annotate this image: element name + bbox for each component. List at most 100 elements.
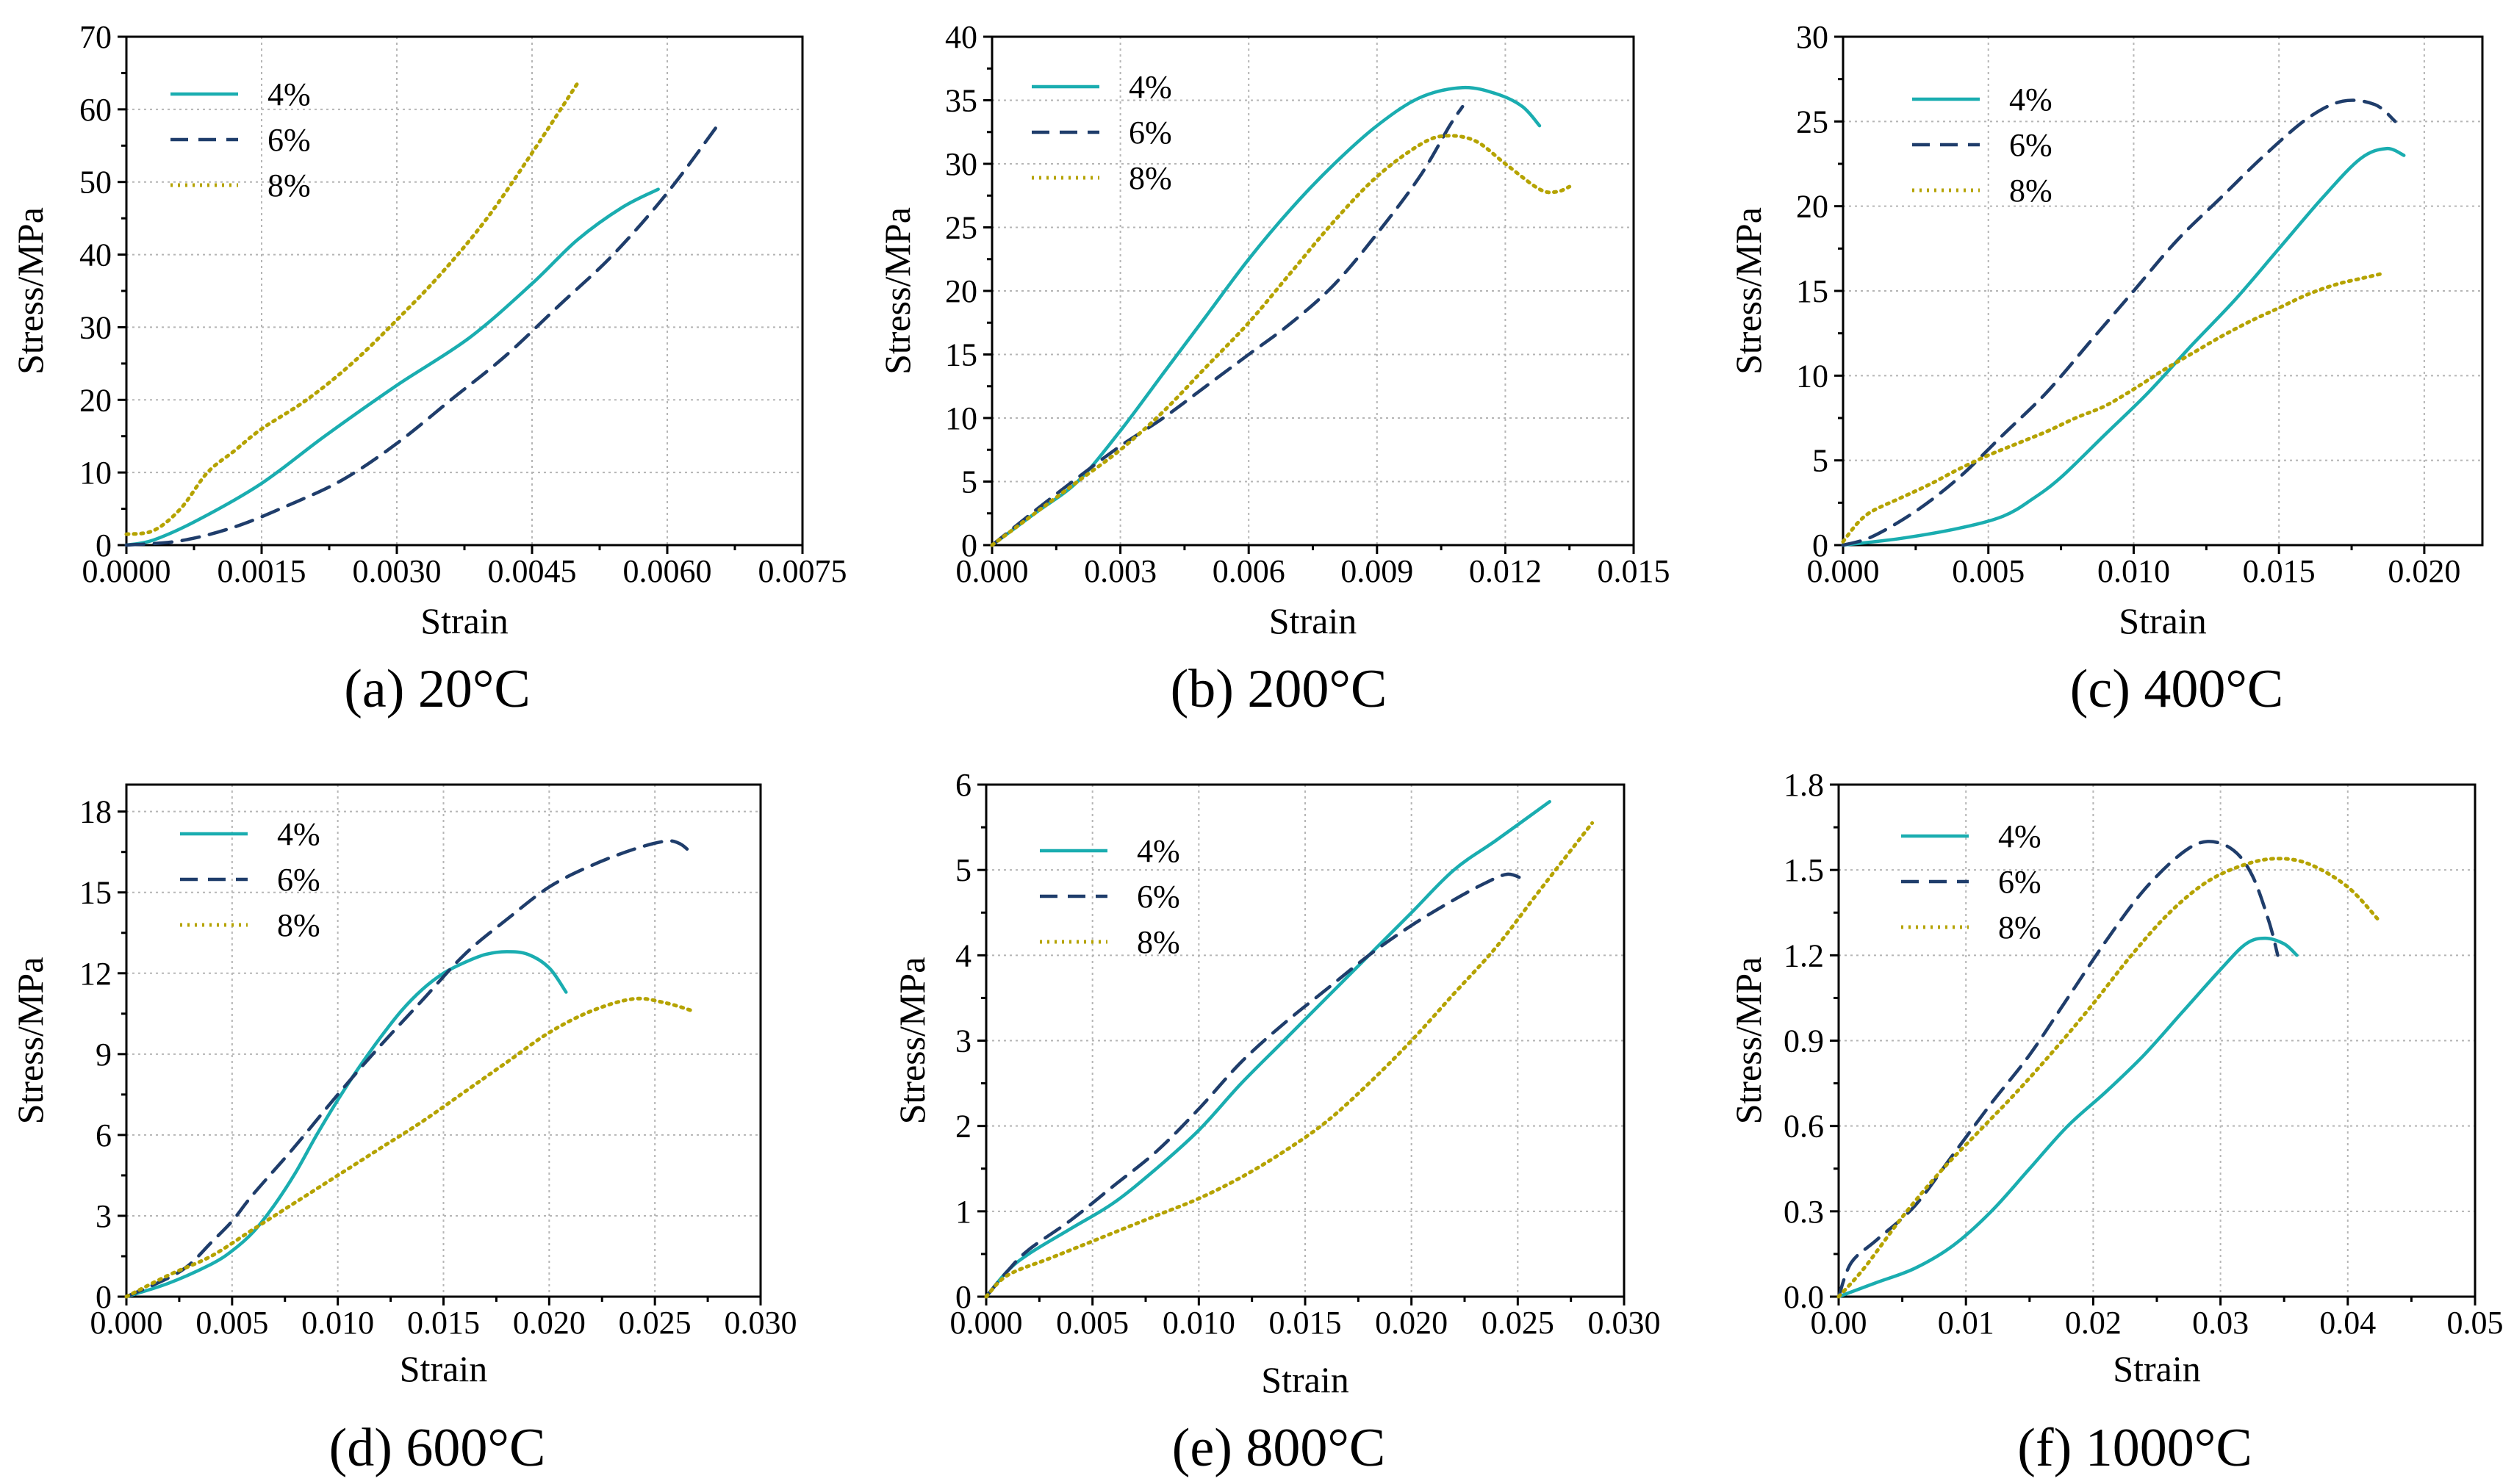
y-tick-label: 40 [79,237,112,273]
panel-caption: (b) 200°C [1171,659,1387,719]
y-tick-label: 5 [1812,443,1828,479]
y-tick-label: 50 [79,165,112,201]
y-tick-label: 0.3 [1784,1194,1824,1230]
chart-panel-1: 0.000 0.003 0.006 0.009 0.012 0.015 0 5 10 15 20 25… [877,19,1670,719]
x-tick-label: 0.030 [725,1305,797,1341]
legend-label: 8% [1998,910,2041,945]
series-line-6pct [124,118,723,547]
panel-caption: (a) 20°C [344,659,531,719]
x-tick-label: 0.030 [1588,1305,1661,1341]
y-axis-label: Stress/MPa [891,957,933,1125]
x-tick-label: 0.000 [1807,553,1880,589]
chart-panel-0: 0.0000 0.0015 0.0030 0.0045 0.0060 0.0075 0 10 2… [10,19,847,719]
chart-panel-5: 0.00 0.01 0.02 0.03 0.04 0.05 0.0 0.3 0.6 0.9 1.2 1… [1728,767,2504,1478]
x-tick-label: 0.010 [1163,1305,1235,1341]
y-tick-label: 70 [79,19,112,55]
x-axis-label: Strain [400,1348,487,1389]
y-axis-label: Stress/MPa [1728,957,1769,1125]
x-tick-label: 0.005 [1952,553,2025,589]
y-tick-label: 10 [1796,358,1828,394]
x-tick-label: 0.000 [90,1305,163,1341]
y-tick-label: 25 [945,210,977,246]
chart-panel-4: 0.000 0.005 0.010 0.015 0.020 0.025 0.030 0 1 2 3 4… [891,767,1661,1478]
series-line-8pct [984,821,1595,1299]
chart-panel-3: 0.000 0.005 0.010 0.015 0.020 0.025 0.030 0 3 6 9 1… [10,783,797,1478]
x-tick-label: 0.005 [1056,1305,1129,1341]
y-tick-label: 1.5 [1784,852,1824,888]
legend-label: 4% [277,816,320,852]
y-tick-label: 5 [955,852,972,888]
series-line-6pct [984,872,1524,1299]
series-line-6pct [990,104,1465,547]
legend-label: 6% [267,122,311,158]
x-axis-label: Strain [2113,1348,2200,1389]
series-line-4pct [984,799,1551,1299]
x-tick-label: 0.01 [1938,1305,1994,1341]
x-tick-label: 0.05 [2447,1305,2504,1341]
y-tick-label: 10 [945,400,977,436]
panel-caption: (e) 800°C [1172,1418,1386,1478]
legend-label: 8% [1129,160,1172,196]
series-line-4pct [1841,146,2406,547]
series-line-6pct [124,839,695,1299]
series-line-8pct [1841,272,2383,544]
x-tick-label: 0.010 [2097,553,2170,589]
y-tick-label: 0 [955,1279,972,1315]
panel-caption: (d) 600°C [329,1418,546,1478]
y-tick-label: 20 [1796,189,1828,225]
legend-label: 6% [1129,115,1172,151]
x-tick-label: 0.010 [301,1305,374,1341]
y-axis-label: Stress/MPa [10,207,51,375]
x-tick-label: 0.0015 [218,553,306,589]
x-tick-label: 0.009 [1340,553,1413,589]
y-tick-label: 15 [79,875,112,911]
legend-label: 8% [267,168,311,203]
legend-label: 4% [267,76,311,112]
x-tick-label: 0.0000 [82,553,171,589]
legend-label: 8% [2009,173,2052,209]
x-tick-label: 0.025 [619,1305,692,1341]
series-line-8pct [1836,857,2382,1299]
series-line-6pct [1836,840,2280,1299]
y-tick-label: 1.2 [1784,937,1824,973]
panel-caption: (c) 400°C [2070,659,2284,719]
x-tick-label: 0.005 [195,1305,268,1341]
series-line-8pct [990,134,1572,547]
legend-label: 4% [1998,818,2041,854]
x-tick-label: 0.020 [2388,553,2460,589]
legend-label: 4% [2009,82,2052,118]
y-tick-label: 15 [945,337,977,373]
y-tick-label: 30 [945,146,977,182]
y-tick-label: 3 [96,1198,112,1234]
y-tick-label: 0 [1812,527,1828,563]
x-tick-label: 0.003 [1084,553,1157,589]
x-axis-label: Strain [420,600,508,641]
y-tick-label: 20 [79,382,112,418]
y-axis-label: Stress/MPa [877,207,918,375]
y-tick-label: 2 [955,1109,972,1145]
y-tick-label: 35 [945,83,977,119]
x-tick-label: 0.015 [407,1305,480,1341]
legend-label: 4% [1137,833,1180,869]
panel-caption: (f) 1000°C [2017,1418,2252,1478]
x-tick-label: 0.02 [2065,1305,2122,1341]
y-tick-label: 1.8 [1784,767,1824,803]
series-line-8pct [124,996,695,1299]
x-tick-label: 0.015 [2243,553,2316,589]
legend-label: 6% [2009,127,2052,163]
x-tick-label: 0.0030 [353,553,442,589]
x-tick-label: 0.025 [1482,1305,1554,1341]
y-tick-label: 40 [945,19,977,55]
x-tick-label: 0.00 [1811,1305,1867,1341]
y-tick-label: 3 [955,1023,972,1059]
y-tick-label: 18 [79,794,112,830]
y-tick-label: 25 [1796,104,1828,140]
legend-label: 6% [277,862,320,898]
y-tick-label: 0.0 [1784,1279,1824,1315]
y-tick-label: 30 [79,309,112,345]
series-line-4pct [124,187,660,547]
x-tick-label: 0.020 [513,1305,586,1341]
series-line-8pct [124,82,579,536]
x-tick-label: 0.006 [1213,553,1285,589]
y-tick-label: 60 [79,92,112,128]
